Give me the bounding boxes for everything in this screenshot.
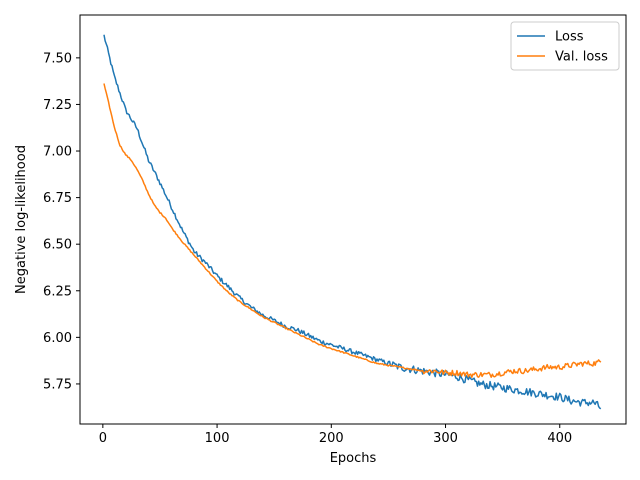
y-tick-label: 5.75: [43, 377, 72, 392]
legend-entry-label: Loss: [555, 30, 584, 45]
y-tick-label: 7.00: [43, 145, 72, 160]
y-axis-ticks: 5.75 6.00 6.25 6.50 6.75 7.00 7.25 7.50: [43, 51, 80, 392]
y-tick-label: 6.50: [43, 238, 72, 253]
x-tick-label: 400: [547, 431, 572, 446]
series-line-loss: [103, 34, 602, 410]
y-tick-label: 6.00: [43, 331, 72, 346]
legend-entry-label: Val. loss: [555, 50, 608, 65]
x-tick-label: 100: [205, 431, 230, 446]
y-tick-label: 6.25: [43, 284, 72, 299]
x-tick-label: 0: [99, 431, 107, 446]
y-tick-label: 7.50: [43, 51, 72, 66]
legend-box: [510, 21, 620, 71]
plot-frame: [79, 14, 627, 425]
legend: Loss Val. loss: [510, 21, 620, 71]
x-tick-label: 200: [319, 431, 344, 446]
y-tick-label: 7.25: [43, 98, 72, 113]
series-line-val-loss: [103, 83, 602, 379]
series-layer: [103, 34, 602, 410]
x-axis-label: Epochs: [330, 451, 377, 466]
x-tick-label: 300: [433, 431, 458, 446]
x-axis-ticks: 0 100 200 300 400: [99, 424, 572, 446]
y-axis-label: Negative log-likelihood: [14, 145, 29, 294]
y-tick-label: 6.75: [43, 191, 72, 206]
